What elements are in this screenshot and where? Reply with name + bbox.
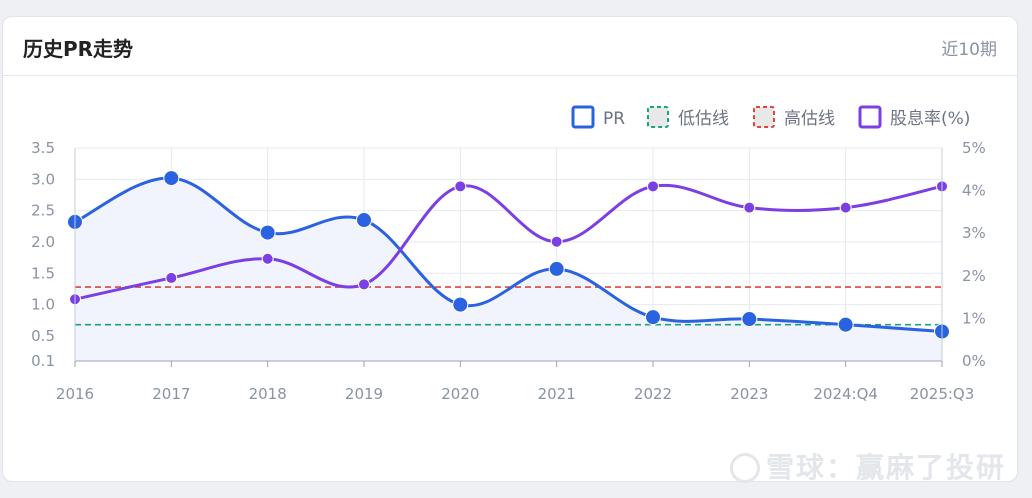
pr-point [163,170,180,187]
legend-label: 低估线 [678,109,729,129]
pr-area-fill [75,178,942,361]
y-left-tick-label: 0.1 [31,352,55,370]
watermark: 雪球：赢麻了投研 [729,446,1006,486]
y-right-tick-label: 3% [962,224,986,242]
legend-swatch [858,105,882,129]
dividend-point [358,278,370,291]
pr-point [837,316,854,333]
y-right-tick-label: 1% [962,309,986,327]
x-tick-label: 2023 [730,385,768,403]
x-tick-label: 2017 [152,385,190,403]
series-lines [74,176,943,334]
x-tick-label: 2021 [538,385,576,403]
x-tick-label: 2025:Q3 [910,385,975,403]
pr-point [356,212,372,229]
dividend-point [647,180,659,193]
legend-swatch [571,105,595,129]
pr-point [548,260,565,277]
card-header: 历史PR走势 近10期 [3,17,1017,76]
pr-line [74,176,943,334]
y-left-tick-label: 0.5 [31,327,55,345]
x-tick-label: 2018 [249,385,287,403]
y-left-tick-label: 3.5 [31,139,55,157]
card-title: 历史PR走势 [23,37,134,61]
pr-point [259,224,276,241]
dividend-point [743,201,756,214]
dividend-point [165,271,178,284]
legend: PR 低估线 高估线 股息率(%) [571,105,970,129]
x-tick-label: 2024:Q4 [813,385,878,403]
y-right-tick-label: 2% [962,267,986,285]
legend-swatch [647,106,669,128]
reference-lines [75,286,942,326]
y-left-tick-label: 2.0 [31,233,55,251]
y-right-tick-label: 4% [962,182,986,200]
watermark-text: 雪球：赢麻了投研 [765,451,1006,484]
dividend-point [454,180,467,193]
y-right-tick-label: 5% [962,139,986,157]
pr-point [645,309,661,326]
y-left-tick-label: 2.5 [31,202,55,220]
pr-point [741,311,758,328]
xueqiu-logo-icon [729,453,760,483]
legend-swatch [753,106,775,128]
x-tick-label: 2020 [441,385,479,403]
dividend-point [839,201,852,214]
legend-label: 股息率(%) [890,109,970,129]
y-left-tick-label: 1.0 [31,296,55,314]
pr-point [452,296,469,313]
legend-label: 高估线 [784,109,835,129]
series-points [67,170,950,340]
legend-label: PR [603,109,625,129]
dividend-point [261,252,274,265]
y-left-tick-label: 1.5 [31,264,55,282]
dividend-line [74,183,943,301]
y-left-tick-label: 3.0 [31,170,55,188]
y-right-tick-label: 0% [962,352,986,370]
dividend-point [550,235,563,248]
x-tick-label: 2016 [56,385,94,403]
period-label[interactable]: 近10期 [941,40,997,60]
x-tick-label: 2019 [345,385,383,403]
pr-area [75,178,942,361]
x-tick-label: 2022 [634,385,672,403]
